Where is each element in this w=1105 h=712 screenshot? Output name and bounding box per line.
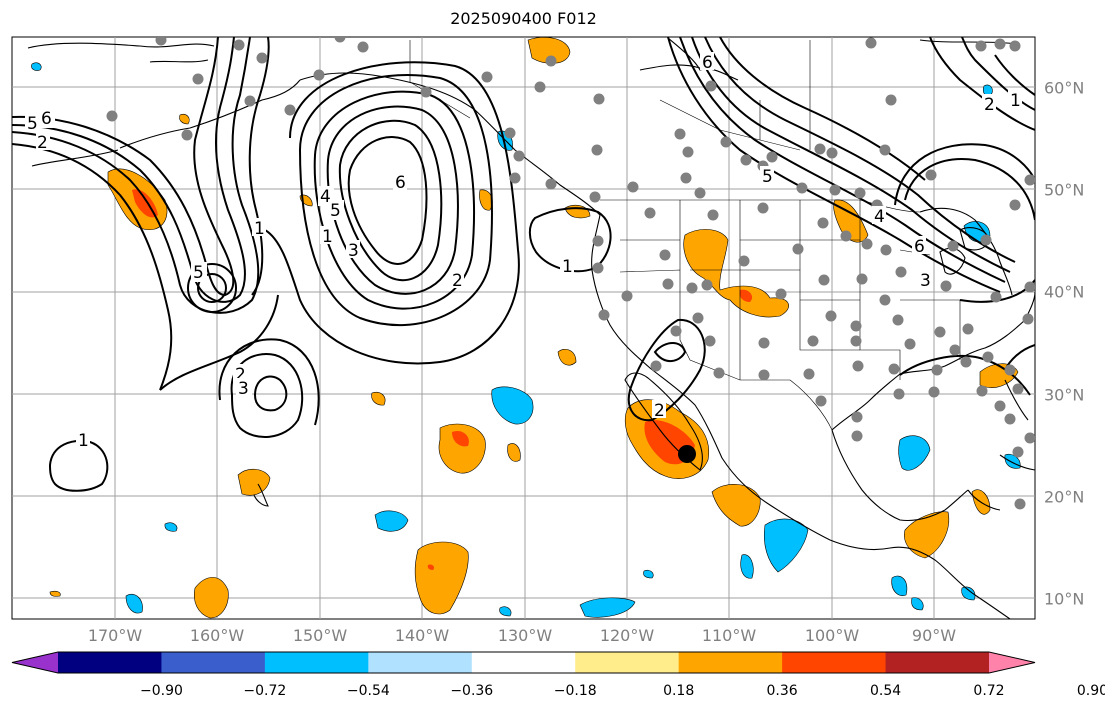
lon-label: 170°W — [87, 626, 143, 645]
lon-label: 120°W — [599, 626, 655, 645]
svg-text:2: 2 — [654, 401, 665, 421]
colorbar-outline — [11, 651, 1036, 674]
colorbar-segment — [58, 652, 162, 673]
svg-text:2: 2 — [235, 365, 246, 385]
svg-text:3: 3 — [920, 271, 931, 291]
colorbar-segment — [575, 652, 680, 673]
svg-text:1: 1 — [562, 257, 573, 277]
svg-text:4: 4 — [874, 207, 885, 227]
lon-label: 130°W — [497, 626, 553, 645]
colorbar-segment — [678, 652, 783, 673]
svg-text:6: 6 — [41, 109, 52, 129]
svg-text:5: 5 — [330, 201, 341, 221]
svg-text:5: 5 — [193, 263, 204, 283]
svg-text:2: 2 — [37, 133, 48, 153]
lon-label: 160°W — [189, 626, 245, 645]
colorbar-segment — [471, 652, 576, 673]
colorbar-tick-label: −0.72 — [243, 683, 287, 699]
lon-label: 140°W — [394, 626, 450, 645]
svg-text:6: 6 — [914, 237, 925, 257]
negative-anomaly-fill — [31, 62, 1021, 618]
svg-text:1: 1 — [78, 431, 89, 451]
colorbar-segment — [264, 652, 369, 673]
colorbar-tick-label: 0.54 — [869, 683, 902, 699]
svg-text:1: 1 — [254, 219, 265, 239]
svg-text:4: 4 — [320, 187, 331, 207]
lat-label: 20°N — [1044, 487, 1085, 507]
station-markers — [106, 37, 1035, 510]
svg-text:1: 1 — [322, 227, 333, 247]
svg-text:3: 3 — [348, 241, 359, 261]
coastlines — [27, 37, 1035, 619]
contour-lines — [12, 37, 1035, 492]
colorbar-segment — [782, 652, 887, 673]
colorbar-tick-label: −0.36 — [450, 683, 494, 699]
colorbar-tick-label: 0.36 — [766, 683, 798, 699]
lat-label: 60°N — [1044, 78, 1085, 98]
colorbar — [11, 651, 1036, 674]
highlight-marker — [678, 445, 696, 463]
svg-text:6: 6 — [395, 173, 406, 193]
map-frame — [11, 36, 1036, 620]
colorbar-tick-label: 0.72 — [973, 683, 1005, 699]
lon-label: 150°W — [292, 626, 348, 645]
colorbar-tick-label: −0.18 — [553, 683, 597, 699]
lat-label: 30°N — [1044, 385, 1085, 405]
svg-text:2: 2 — [984, 95, 995, 115]
colorbar-tick-label: 0.90 — [1076, 683, 1105, 699]
plot-title: 2025090400 F012 — [450, 9, 597, 28]
svg-text:1: 1 — [1010, 91, 1021, 111]
lon-label: 110°W — [701, 626, 757, 645]
lon-label: 100°W — [804, 626, 860, 645]
colorbar-tick-label: 0.18 — [663, 683, 695, 699]
colorbar-tick-label: −0.90 — [139, 683, 183, 699]
colorbar-segment — [161, 652, 266, 673]
colorbar-extend-low — [12, 652, 58, 673]
svg-text:3: 3 — [238, 379, 249, 399]
svg-text:5: 5 — [762, 167, 773, 187]
svg-text:6: 6 — [702, 53, 713, 73]
lat-label: 10°N — [1044, 589, 1085, 609]
colorbar-extend-high — [989, 652, 1035, 673]
colorbar-tick-label: −0.54 — [346, 683, 390, 699]
contour-value-labels: 6 5 2 1 5 2 3 1 4 5 1 3 6 2 1 6 5 4 6 3 … — [25, 52, 1022, 451]
colorbar-segment — [885, 652, 990, 673]
lat-label: 50°N — [1044, 180, 1085, 200]
colorbar-segment — [368, 652, 473, 673]
svg-text:5: 5 — [27, 114, 38, 134]
lon-label: 90°W — [911, 626, 957, 645]
lat-label: 40°N — [1044, 282, 1085, 302]
svg-text:2: 2 — [452, 271, 463, 291]
